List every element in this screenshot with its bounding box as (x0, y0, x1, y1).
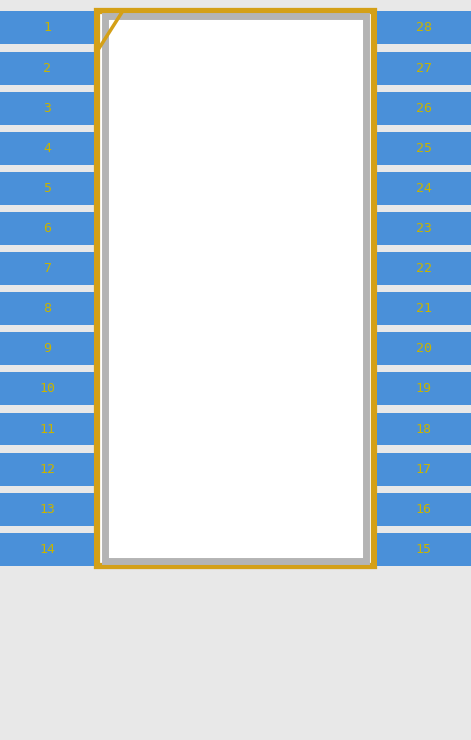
Text: 19: 19 (416, 383, 432, 395)
Bar (377, 252, 471, 285)
Bar (0, 413, 94, 445)
Text: 11: 11 (39, 423, 55, 436)
Text: 20: 20 (416, 343, 432, 355)
Text: 25: 25 (416, 142, 432, 155)
Bar (377, 292, 471, 325)
Bar (0, 493, 94, 525)
Bar (0, 132, 94, 165)
Bar (0, 52, 94, 84)
Bar (377, 92, 471, 124)
Bar (0, 453, 94, 485)
Bar (377, 11, 471, 44)
Text: 26: 26 (416, 101, 432, 115)
Text: 18: 18 (416, 423, 432, 436)
Bar (0, 533, 94, 566)
Bar (377, 332, 471, 366)
Text: 21: 21 (416, 302, 432, 315)
Text: 5: 5 (43, 182, 51, 195)
Bar (377, 52, 471, 84)
Text: 1: 1 (43, 21, 51, 35)
Bar (0, 332, 94, 366)
Bar (0, 212, 94, 245)
Text: 4: 4 (43, 142, 51, 155)
Text: 24: 24 (416, 182, 432, 195)
Bar (377, 493, 471, 525)
Bar (0, 292, 94, 325)
Bar (0, 92, 94, 124)
Text: 28: 28 (416, 21, 432, 35)
Bar (377, 533, 471, 566)
Bar (377, 372, 471, 406)
Text: 9: 9 (43, 343, 51, 355)
Bar (0, 252, 94, 285)
Text: 22: 22 (416, 262, 432, 275)
Text: 17: 17 (416, 462, 432, 476)
Text: 7: 7 (43, 262, 51, 275)
Bar (105, 16, 366, 562)
Bar (377, 212, 471, 245)
Bar (0, 172, 94, 205)
Text: 16: 16 (416, 502, 432, 516)
Text: 10: 10 (39, 383, 55, 395)
Bar (377, 453, 471, 485)
Text: 3: 3 (43, 101, 51, 115)
Bar (0, 372, 94, 406)
Bar (377, 413, 471, 445)
Bar (97, 11, 374, 566)
Bar (377, 132, 471, 165)
Text: 14: 14 (39, 543, 55, 556)
Bar (377, 172, 471, 205)
Text: 12: 12 (39, 462, 55, 476)
Text: 13: 13 (39, 502, 55, 516)
Text: 8: 8 (43, 302, 51, 315)
Text: 23: 23 (416, 222, 432, 235)
Text: 6: 6 (43, 222, 51, 235)
Text: 15: 15 (416, 543, 432, 556)
Bar (0, 11, 94, 44)
Text: 2: 2 (43, 61, 51, 75)
Text: 27: 27 (416, 61, 432, 75)
